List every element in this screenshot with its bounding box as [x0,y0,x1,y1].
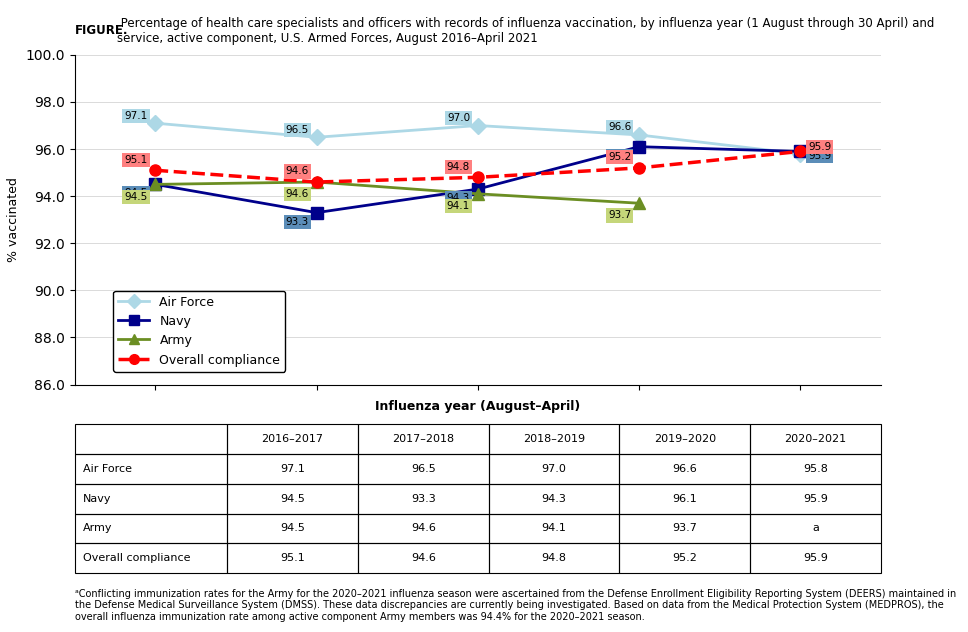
Bar [227,454,358,484]
Bar [489,484,620,514]
Text: 95.2: 95.2 [673,553,697,563]
Bar [358,484,489,514]
Text: 2017–2018: 2017–2018 [392,434,454,444]
Text: 94.6: 94.6 [410,553,436,563]
Text: 94.5: 94.5 [280,523,305,533]
Text: 93.3: 93.3 [286,217,309,227]
Bar [620,454,750,484]
Text: 93.7: 93.7 [673,523,697,533]
Bar [358,425,489,454]
Text: 2018–2019: 2018–2019 [523,434,585,444]
Text: 94.1: 94.1 [447,201,470,211]
Bar [227,514,358,544]
Text: Navy: Navy [83,494,111,504]
Bar [750,544,881,573]
Bar [75,454,227,484]
Bar [75,544,227,573]
Text: 95.1: 95.1 [124,155,147,165]
Text: 97.1: 97.1 [280,464,305,474]
Bar [750,454,881,484]
Text: 94.8: 94.8 [447,162,470,172]
Bar [489,425,620,454]
Bar [489,544,620,573]
Y-axis label: % vaccinated: % vaccinated [7,177,20,262]
Text: 97.0: 97.0 [541,464,566,474]
Text: Army: Army [83,523,112,533]
Bar [75,484,227,514]
Text: 2019–2020: 2019–2020 [653,434,715,444]
Text: Air Force: Air Force [83,464,132,474]
Bar [489,514,620,544]
Bar [750,425,881,454]
Text: 2016–2017: 2016–2017 [261,434,323,444]
Text: 97.0: 97.0 [447,113,470,123]
Bar [620,484,750,514]
Text: FIGURE.: FIGURE. [75,25,128,37]
Bar [620,544,750,573]
Bar [750,514,881,544]
Text: Percentage of health care specialists and officers with records of influenza vac: Percentage of health care specialists an… [116,17,934,45]
Text: 95.9: 95.9 [808,142,832,152]
Bar [358,514,489,544]
Text: 96.5: 96.5 [410,464,436,474]
Bar [227,425,358,454]
Bar [358,454,489,484]
Text: 94.3: 94.3 [447,193,470,203]
Bar [227,544,358,573]
Text: 94.5: 94.5 [280,494,305,504]
Bar [750,484,881,514]
Text: 95.1: 95.1 [280,553,305,563]
Text: 95.9: 95.9 [803,494,828,504]
Text: ᵃConflicting immunization rates for the Army for the 2020–2021 influenza season : ᵃConflicting immunization rates for the … [75,588,956,622]
Text: 94.6: 94.6 [286,189,309,199]
Text: 94.3: 94.3 [541,494,566,504]
Text: 95.9: 95.9 [808,150,832,161]
Bar [75,514,227,544]
Bar [620,514,750,544]
X-axis label: Influenza year (August–April): Influenza year (August–April) [376,400,581,413]
Text: 2020–2021: 2020–2021 [784,434,847,444]
Legend: Air Force, Navy, Army, Overall compliance: Air Force, Navy, Army, Overall complianc… [113,291,286,372]
Bar [489,454,620,484]
Text: 93.3: 93.3 [410,494,436,504]
Bar [358,544,489,573]
Text: 94.5: 94.5 [124,191,147,202]
Bar [227,484,358,514]
Text: 96.1: 96.1 [608,150,631,161]
Text: 94.8: 94.8 [541,553,566,563]
Text: 96.1: 96.1 [673,494,697,504]
Text: 95.8: 95.8 [803,464,828,474]
Bar [620,425,750,454]
Text: 93.7: 93.7 [608,210,631,221]
Text: 94.6: 94.6 [286,166,309,176]
Bar [75,425,227,454]
Text: 97.1: 97.1 [124,111,147,121]
Text: a: a [812,523,819,533]
Text: 95.8: 95.8 [808,143,832,154]
Text: 95.2: 95.2 [608,152,631,162]
Text: 95.9: 95.9 [803,553,828,563]
Text: 94.1: 94.1 [541,523,566,533]
Text: 96.5: 96.5 [286,125,309,135]
Text: 94.5: 94.5 [124,188,147,198]
Text: Overall compliance: Overall compliance [83,553,191,563]
Text: 94.6: 94.6 [410,523,436,533]
Text: 96.6: 96.6 [673,464,697,474]
Text: 96.6: 96.6 [608,123,631,133]
